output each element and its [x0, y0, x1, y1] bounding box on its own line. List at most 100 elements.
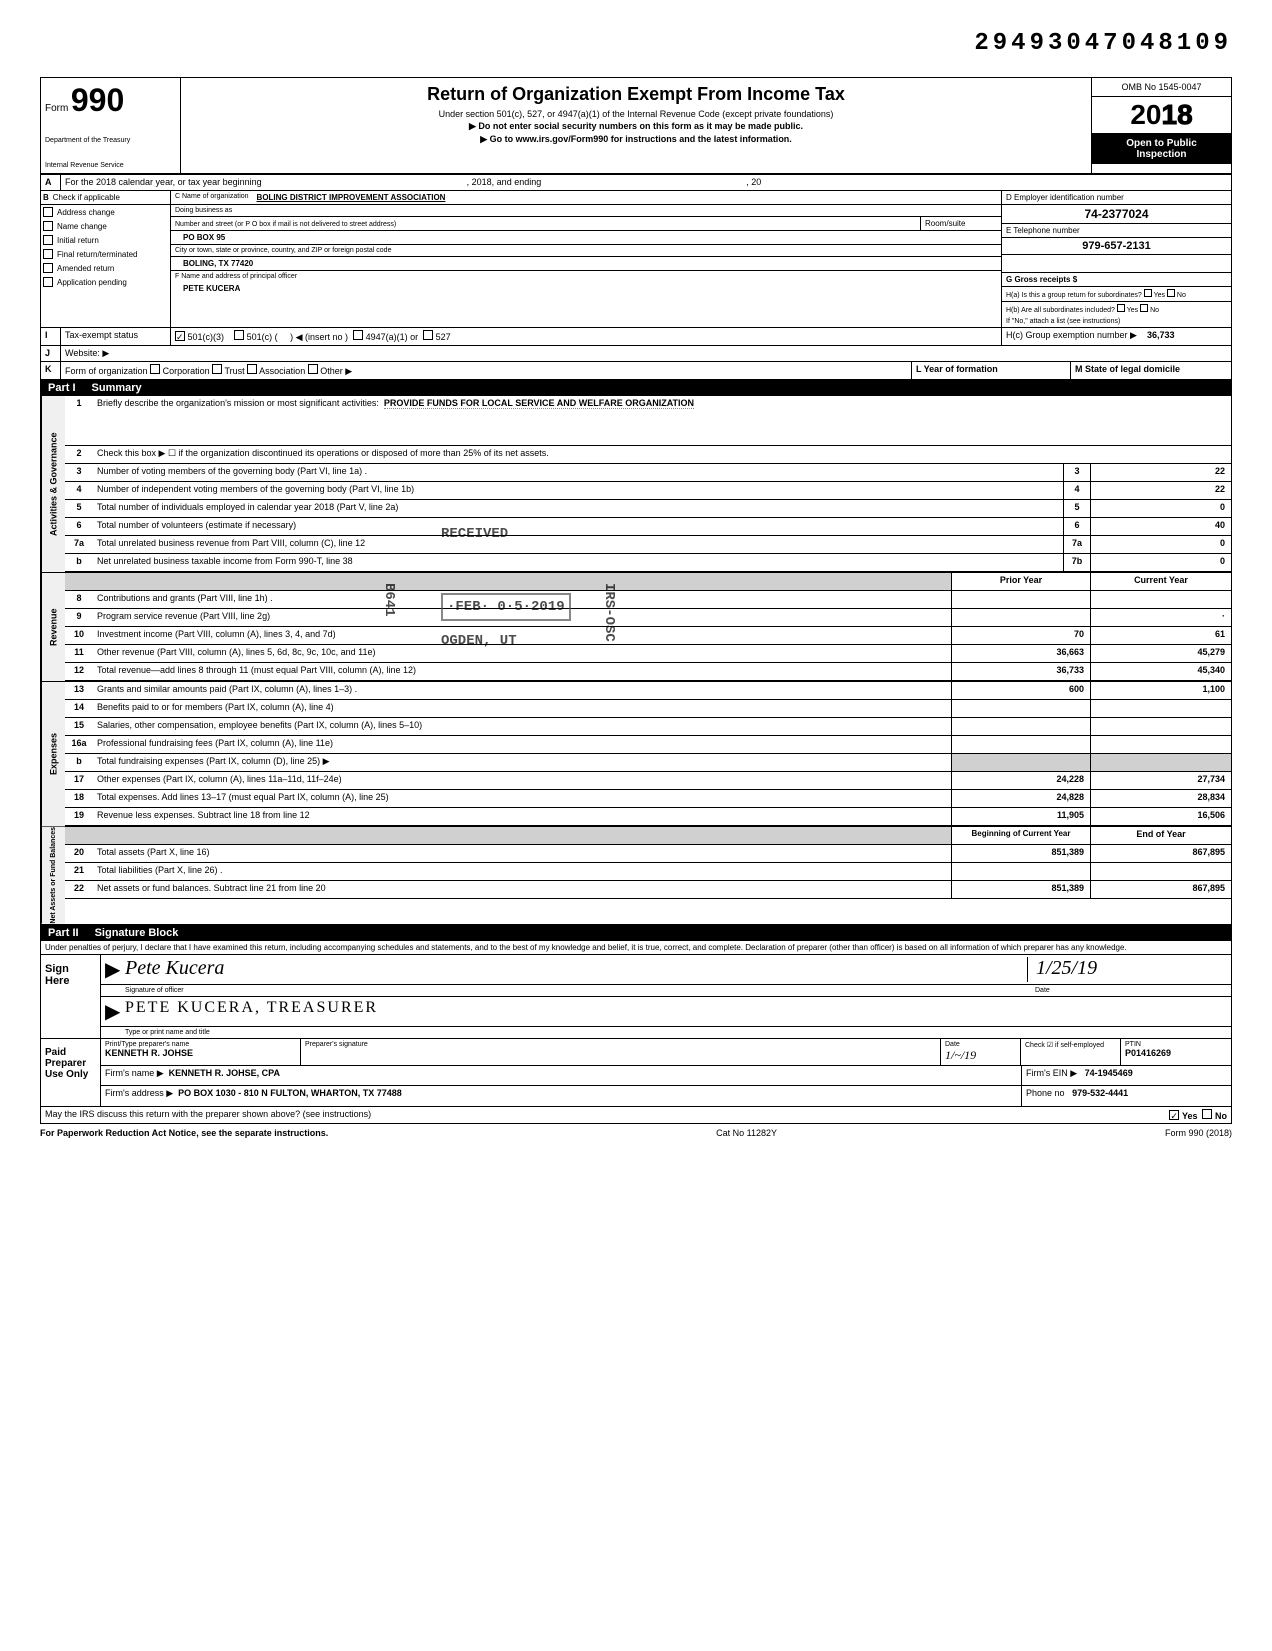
- line-7b-num: b: [65, 554, 93, 571]
- printed-name: PETE KUCERA, TREASURER: [125, 999, 1227, 1024]
- checkbox-application-pending[interactable]: [43, 277, 53, 287]
- line-8-current: [1091, 591, 1231, 608]
- sign-here-label: Sign Here: [41, 955, 101, 1038]
- row-a-letter: A: [41, 175, 61, 190]
- omb-number: OMB No 1545-0047: [1092, 78, 1231, 97]
- line-21-text: Total liabilities (Part X, line 26) .: [93, 863, 951, 880]
- checkbox-initial-return[interactable]: [43, 235, 53, 245]
- line-15-prior: [951, 718, 1091, 735]
- line-10-num: 10: [65, 627, 93, 644]
- part1-title: Summary: [92, 382, 142, 394]
- printed-name-label: Type or print name and title: [125, 1029, 210, 1036]
- line-22-text: Net assets or fund balances. Subtract li…: [93, 881, 951, 898]
- line-6-val: 40: [1091, 518, 1231, 535]
- may-irs-no[interactable]: [1202, 1109, 1212, 1119]
- ogden-stamp: OGDEN, UT: [441, 633, 517, 649]
- sig-officer-label: Signature of officer: [125, 987, 1027, 994]
- ha-yes[interactable]: [1144, 289, 1152, 297]
- line-7a-num: 7a: [65, 536, 93, 553]
- checkbox-address-change[interactable]: [43, 207, 53, 217]
- line-16a-num: 16a: [65, 736, 93, 753]
- form-subtitle: Under section 501(c), 527, or 4947(a)(1)…: [187, 109, 1085, 119]
- form-header: Form 990 Department of the Treasury Inte…: [40, 77, 1232, 175]
- form-prefix: Form: [45, 103, 68, 114]
- line-8-prior: [951, 591, 1091, 608]
- tax-exempt-label: Tax-exempt status: [61, 328, 171, 345]
- line-b-text: Total fundraising expenses (Part IX, col…: [93, 754, 951, 771]
- ha-no[interactable]: [1167, 289, 1175, 297]
- room-label: Room/suite: [921, 217, 1001, 230]
- line-5-val: 0: [1091, 500, 1231, 517]
- firm-name-label: Firm's name ▶: [105, 1068, 164, 1078]
- phone-label: E Telephone number: [1006, 226, 1080, 235]
- phone-value: 979-657-2131: [1002, 238, 1231, 255]
- line-12-current: 45,340: [1091, 663, 1231, 680]
- line-12-prior: 36,733: [951, 663, 1091, 680]
- chk-501c[interactable]: [234, 330, 244, 340]
- line-15-current: [1091, 718, 1231, 735]
- line-7a-box: 7a: [1063, 536, 1091, 553]
- open-public-1: Open to Public: [1096, 138, 1227, 149]
- form-goto: ▶ Go to www.irs.gov/Form990 for instruct…: [187, 134, 1085, 145]
- part2-label: Part II: [48, 927, 79, 939]
- part2-title: Signature Block: [95, 927, 179, 939]
- hc-value: 36,733: [1147, 330, 1175, 340]
- chk-corp[interactable]: [150, 364, 160, 374]
- ha-label: H(a) Is this a group return for subordin…: [1006, 292, 1142, 299]
- line-16a-current: [1091, 736, 1231, 753]
- hc-label: H(c) Group exemption number ▶: [1006, 330, 1137, 340]
- chk-assoc[interactable]: [247, 364, 257, 374]
- firm-ein-label: Firm's EIN ▶: [1026, 1068, 1077, 1078]
- cb-label-4: Amended return: [57, 264, 114, 273]
- dba-label: Doing business as: [175, 207, 232, 214]
- line-1-text: Briefly describe the organization's miss…: [97, 398, 379, 408]
- prep-name: KENNETH R. JOHSE: [105, 1048, 296, 1058]
- line-1-val: PROVIDE FUNDS FOR LOCAL SERVICE AND WELF…: [384, 398, 694, 409]
- chk-other[interactable]: [308, 364, 318, 374]
- line-8-num: 8: [65, 591, 93, 608]
- line-10-current: 61: [1091, 627, 1231, 644]
- line-14-prior: [951, 700, 1091, 717]
- hb-yes[interactable]: [1117, 304, 1125, 312]
- checkbox-final-return[interactable]: [43, 249, 53, 259]
- principal-officer: PETE KUCERA: [183, 284, 240, 293]
- hb-no[interactable]: [1140, 304, 1148, 312]
- prior-year-header: Prior Year: [951, 573, 1091, 590]
- checkbox-name-change[interactable]: [43, 221, 53, 231]
- line-3-num: 3: [65, 464, 93, 481]
- line-21-num: 21: [65, 863, 93, 880]
- irs-osc-stamp: IRS-OSC: [601, 583, 617, 642]
- line-10-text: Investment income (Part VIII, column (A)…: [93, 627, 951, 644]
- city-label: City or town, state or province, country…: [175, 247, 391, 254]
- end-year-header: End of Year: [1091, 827, 1231, 844]
- line-2-text: Check this box ▶ ☐ if the organization d…: [93, 446, 1231, 463]
- chk-trust[interactable]: [212, 364, 222, 374]
- form-number: 990: [71, 82, 124, 118]
- line-21-prior: [951, 863, 1091, 880]
- expenses-label: Expenses: [41, 682, 65, 826]
- line-14-text: Benefits paid to or for members (Part IX…: [93, 700, 951, 717]
- checkbox-amended-return[interactable]: [43, 263, 53, 273]
- line-10-prior: 70: [951, 627, 1091, 644]
- line-16a-text: Professional fundraising fees (Part IX, …: [93, 736, 951, 753]
- dept-treasury: Department of the Treasury: [45, 137, 176, 144]
- year: 18: [1162, 99, 1193, 130]
- prep-check-label: Check ☑ if self-employed: [1021, 1039, 1121, 1065]
- form-title: Return of Organization Exempt From Incom…: [187, 84, 1085, 105]
- line-4-box: 4: [1063, 482, 1091, 499]
- line-3-text: Number of voting members of the governin…: [93, 464, 1063, 481]
- may-irs-yes[interactable]: ✓: [1169, 1110, 1179, 1120]
- line-15-text: Salaries, other compensation, employee b…: [93, 718, 951, 735]
- line-7b-val: 0: [1091, 554, 1231, 571]
- chk-4947[interactable]: [353, 330, 363, 340]
- line-17-current: 27,734: [1091, 772, 1231, 789]
- chk-501c3[interactable]: ✓: [175, 331, 185, 341]
- officer-signature: Pete Kucera: [125, 957, 224, 979]
- chk-527[interactable]: [423, 330, 433, 340]
- line-4-num: 4: [65, 482, 93, 499]
- city-state-zip: BOLING, TX 77420: [183, 259, 253, 268]
- line-6-text: Total number of volunteers (estimate if …: [93, 518, 1063, 535]
- cb-label-3: Final return/terminated: [57, 250, 137, 259]
- line-2-num: 2: [65, 446, 93, 463]
- line-18-num: 18: [65, 790, 93, 807]
